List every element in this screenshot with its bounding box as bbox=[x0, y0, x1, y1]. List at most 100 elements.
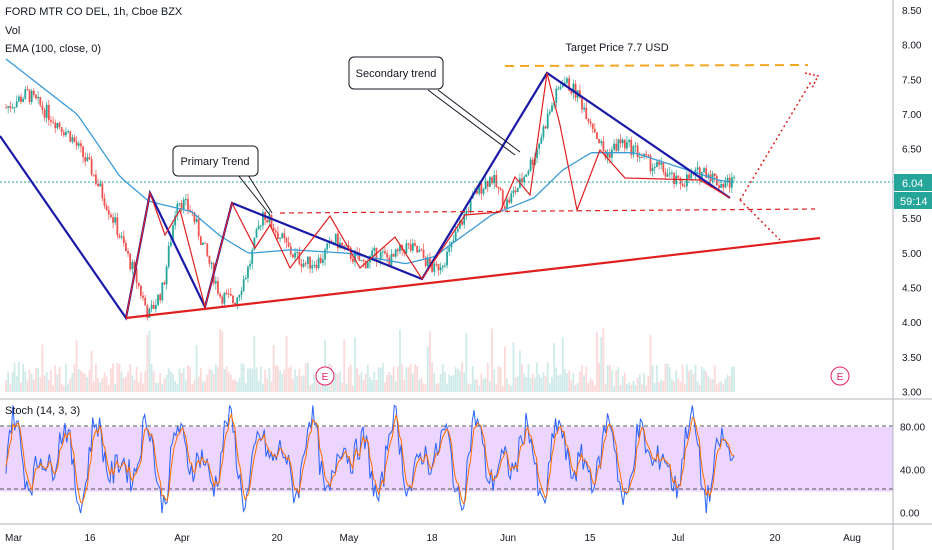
candle-body bbox=[58, 122, 61, 128]
volume-bar bbox=[516, 375, 519, 392]
candle-body bbox=[56, 122, 59, 129]
volume-bar bbox=[148, 330, 151, 392]
candle-body bbox=[720, 184, 723, 189]
secondary-trend-callout[interactable]: Secondary trend bbox=[348, 56, 521, 156]
candle-body bbox=[20, 96, 22, 102]
volume-bar bbox=[589, 378, 592, 392]
projection-up-arrowhead bbox=[804, 72, 820, 89]
volume-bar bbox=[486, 362, 489, 392]
vol-legend[interactable]: Vol bbox=[5, 25, 21, 37]
volume-bar bbox=[82, 372, 84, 392]
candle-body bbox=[422, 249, 425, 258]
candle-body bbox=[202, 242, 204, 245]
volume-bar bbox=[611, 370, 613, 392]
candle-body bbox=[324, 249, 326, 260]
price-tick-label: 8.00 bbox=[902, 41, 922, 52]
candle-body bbox=[71, 137, 74, 142]
candle-body bbox=[621, 139, 624, 144]
candle-body bbox=[651, 168, 654, 172]
candle-body bbox=[84, 157, 87, 162]
candle-body bbox=[75, 141, 78, 146]
candle-body bbox=[302, 263, 305, 267]
time-axis[interactable]: Mar 16 Apr 20 May 18 Jun 15 Jul 20 Aug bbox=[5, 533, 861, 544]
volume-bar bbox=[345, 383, 348, 392]
volume-bar bbox=[20, 382, 22, 392]
candle-body bbox=[463, 214, 466, 225]
candle-body bbox=[157, 294, 159, 305]
volume-bar bbox=[45, 371, 48, 392]
symbol-title[interactable]: FORD MTR CO DEL, 1h, Cboe BZX bbox=[5, 6, 183, 18]
volume-bar bbox=[5, 380, 7, 392]
candle-body bbox=[279, 237, 281, 239]
volume-bar bbox=[266, 378, 269, 392]
volume-bar bbox=[713, 365, 716, 392]
volume-bar bbox=[467, 383, 470, 392]
primary-trend-callout[interactable]: Primary Trend bbox=[172, 145, 273, 216]
candle-body bbox=[227, 293, 230, 295]
volume-bar bbox=[540, 377, 543, 392]
volume-bar bbox=[294, 369, 296, 392]
earnings-marker-label: E bbox=[322, 372, 329, 383]
volume-bar bbox=[563, 369, 566, 392]
volume-bar bbox=[50, 370, 52, 392]
volume-bar bbox=[107, 385, 110, 392]
volume-bar bbox=[259, 366, 262, 392]
candle-body bbox=[551, 105, 553, 112]
ema-legend[interactable]: EMA (100, close, 0) bbox=[5, 43, 101, 55]
candle-body bbox=[525, 174, 528, 177]
volume-bar bbox=[289, 365, 292, 392]
volume-bar bbox=[726, 374, 729, 392]
stoch-legend[interactable]: Stoch (14, 3, 3) bbox=[5, 405, 81, 417]
volume-bar bbox=[336, 373, 339, 392]
volume-bar bbox=[416, 366, 419, 392]
candle-body bbox=[718, 185, 720, 189]
volume-bar bbox=[26, 380, 29, 392]
candle-body bbox=[22, 98, 25, 102]
volume-bar bbox=[536, 362, 538, 392]
candle-body bbox=[43, 109, 46, 118]
volume-bar bbox=[645, 385, 648, 392]
volume-bar bbox=[11, 372, 14, 392]
candle-body bbox=[80, 143, 82, 147]
volume-bar bbox=[28, 369, 31, 392]
candle-body bbox=[95, 174, 97, 184]
volume-bar bbox=[531, 373, 534, 392]
candle-body bbox=[232, 295, 234, 304]
earnings-marker-aug[interactable]: E bbox=[830, 366, 850, 386]
candle-body bbox=[223, 293, 226, 304]
candle-body bbox=[199, 236, 202, 245]
volume-bar bbox=[694, 364, 697, 392]
volume-bar bbox=[30, 374, 33, 392]
volume-bar bbox=[392, 366, 395, 392]
stoch-axis[interactable]: 80.00 40.00 0.00 bbox=[900, 422, 925, 519]
volume-bar bbox=[448, 374, 451, 392]
volume-bar bbox=[433, 372, 436, 392]
candle-body bbox=[112, 217, 114, 223]
candle-body bbox=[101, 183, 104, 199]
candle-body bbox=[493, 175, 496, 184]
time-tick-label: 20 bbox=[769, 533, 781, 544]
volume-bar bbox=[15, 375, 18, 392]
volume-bar bbox=[157, 383, 159, 392]
candle-body bbox=[446, 251, 448, 266]
volume-bar bbox=[478, 385, 481, 392]
candle-body bbox=[92, 174, 95, 176]
volume-bar bbox=[591, 380, 594, 392]
candle-body bbox=[548, 111, 551, 114]
volume-bar bbox=[643, 373, 645, 392]
volume-bar bbox=[418, 379, 421, 392]
volume-bar bbox=[114, 383, 117, 392]
candle-body bbox=[351, 258, 354, 262]
volume-bar bbox=[332, 373, 335, 392]
volume-bar bbox=[420, 377, 423, 392]
volume-bar bbox=[285, 335, 288, 392]
volume-bar bbox=[373, 372, 376, 392]
earnings-marker-may[interactable]: E bbox=[315, 366, 335, 386]
candle-body bbox=[439, 267, 442, 271]
volume-bar bbox=[232, 379, 234, 392]
candle-body bbox=[65, 131, 67, 136]
volume-bar bbox=[169, 371, 172, 392]
candle-body bbox=[649, 155, 652, 172]
volume-bar bbox=[538, 374, 541, 392]
